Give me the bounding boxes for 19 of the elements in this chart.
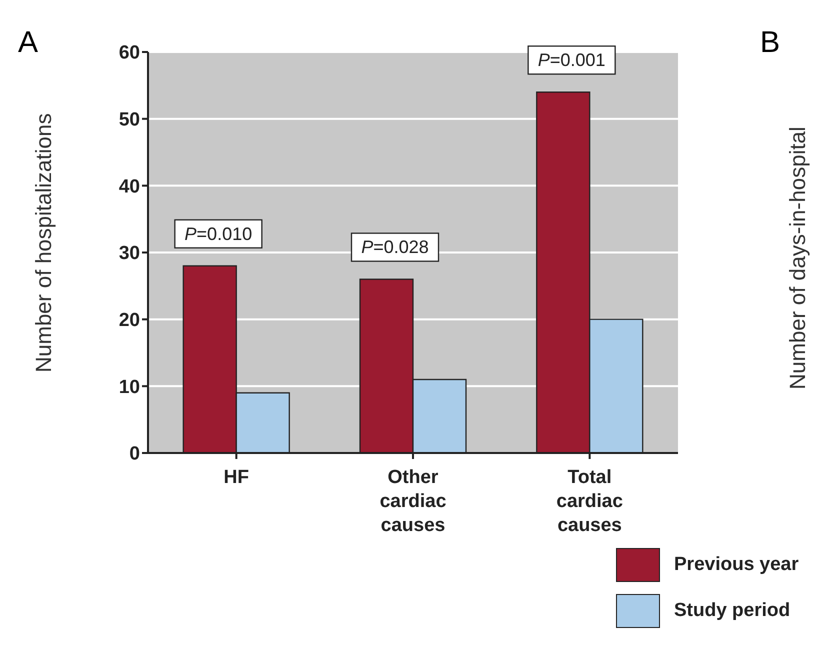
text: B: [760, 26, 780, 60]
x-tick-label: Total cardiac causes: [556, 467, 624, 536]
y-tick-label: 40: [118, 176, 140, 198]
annotation: P=0.001: [538, 50, 606, 70]
text: Number of days-in-hospital: [785, 126, 811, 390]
x-tick-label: HF: [224, 467, 249, 488]
y-tick-label: 0: [129, 444, 140, 465]
annotation: P=0.028: [361, 237, 429, 258]
legend-label: Previous year: [674, 554, 799, 576]
y-tick-label: 30: [118, 243, 140, 264]
y-tick-label: 60: [118, 42, 140, 64]
y-tick-label: 20: [118, 310, 140, 332]
y-axis-title: Number of hospitalizations: [30, 113, 56, 372]
y-tick-label: 10: [118, 376, 140, 398]
y-tick-label: 50: [118, 110, 140, 131]
text: A: [18, 26, 38, 60]
legend-label: Study period: [674, 600, 790, 622]
annotation: P=0.010: [184, 224, 252, 244]
x-tick-label: Other cardiac causes: [380, 467, 447, 536]
